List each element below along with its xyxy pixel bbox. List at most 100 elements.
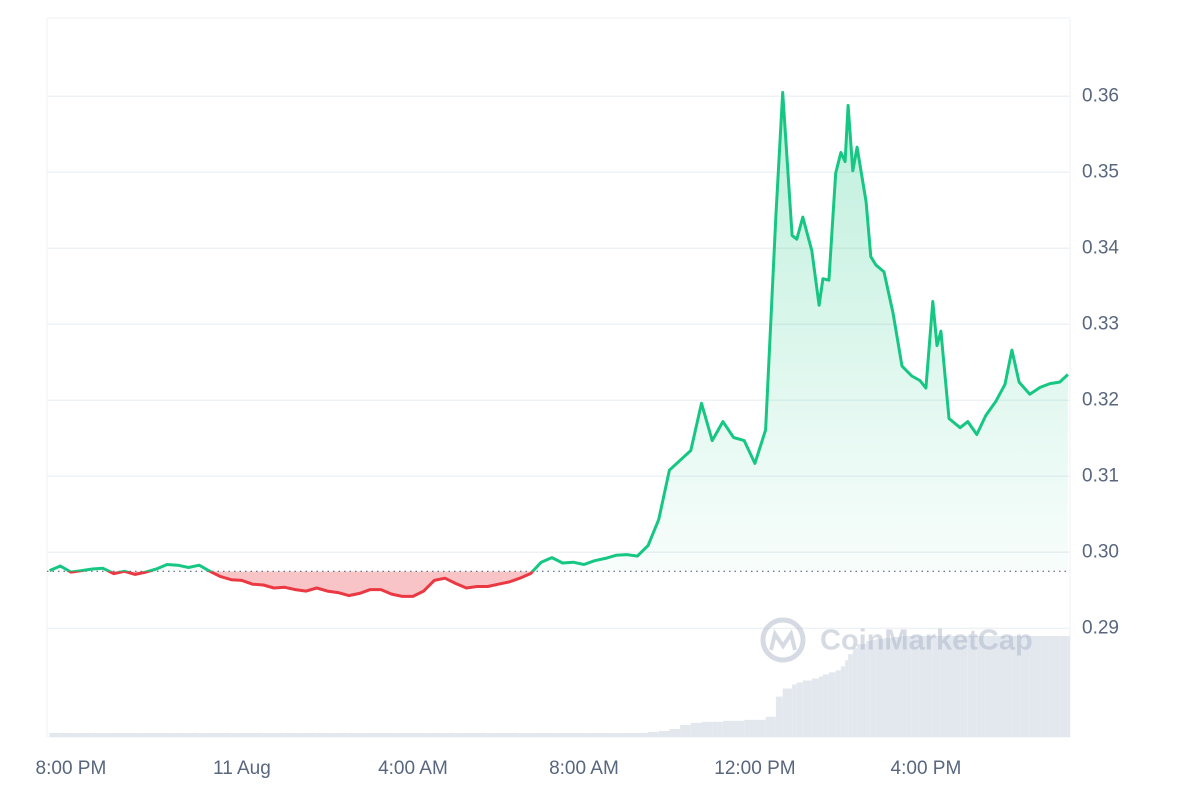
volume-bar xyxy=(412,732,424,737)
volume-bar xyxy=(782,688,793,737)
y-tick-label: 0.34 xyxy=(1082,237,1119,258)
watermark-logo xyxy=(769,629,797,651)
volume-bar xyxy=(49,732,61,737)
volume-bar xyxy=(811,678,820,737)
volume-bar xyxy=(866,641,871,737)
volume-bar xyxy=(188,732,200,737)
y-tick-label: 0.32 xyxy=(1082,389,1119,410)
volume-bar xyxy=(284,732,296,737)
volume-bar xyxy=(940,636,950,737)
volume-bar xyxy=(712,721,723,737)
volume-bar xyxy=(573,732,584,737)
x-tick-label: 4:00 PM xyxy=(891,758,962,779)
volume-bar xyxy=(81,732,93,737)
y-tick-label: 0.36 xyxy=(1082,85,1119,106)
volume-bar xyxy=(744,719,755,737)
volume-bar xyxy=(615,732,627,737)
volume-bar xyxy=(802,680,812,737)
volume-bar xyxy=(145,732,157,737)
price-area xyxy=(49,92,1068,597)
volume-bar xyxy=(792,684,797,737)
volume-bar xyxy=(231,732,242,737)
volume-bar xyxy=(976,636,986,737)
volume-bar xyxy=(828,672,836,737)
volume-bar xyxy=(498,732,510,737)
volume-bar xyxy=(1029,636,1041,737)
volume-bar xyxy=(1019,636,1030,737)
volume-bar xyxy=(316,732,328,737)
volume-bar xyxy=(765,716,776,737)
volume-bar xyxy=(423,732,435,737)
volume-bar xyxy=(1067,636,1070,737)
volume-bar xyxy=(848,654,853,737)
volume-bar xyxy=(477,732,488,737)
volume-bar xyxy=(241,732,253,737)
volume-bar xyxy=(845,660,849,737)
volume-bar xyxy=(199,732,210,737)
volume-bar xyxy=(455,732,467,737)
volume-bar xyxy=(796,682,803,737)
volume-bar xyxy=(156,732,168,737)
volume-bar xyxy=(509,732,520,737)
volume-bar xyxy=(937,636,941,737)
volume-bar xyxy=(840,666,846,737)
volume-bar xyxy=(754,719,766,737)
volume-bar xyxy=(402,732,413,737)
volume-bar xyxy=(519,732,531,737)
x-tick-label: 8:00 PM xyxy=(36,758,107,779)
y-tick-label: 0.33 xyxy=(1082,313,1119,334)
volume-bar xyxy=(348,732,360,737)
volume-bar xyxy=(870,640,876,737)
volume-bar xyxy=(359,732,371,737)
volume-bar xyxy=(605,732,616,737)
volume-bar xyxy=(370,732,381,737)
volume-bar xyxy=(124,732,136,737)
volume-bar xyxy=(733,720,745,737)
volume-bar xyxy=(925,636,933,737)
volume-bar xyxy=(434,732,445,737)
volume-bar xyxy=(1059,636,1068,737)
volume-bar xyxy=(209,732,221,737)
volume-bar xyxy=(919,636,926,737)
watermark: CoinMarketCap xyxy=(760,617,1033,663)
volume-bar xyxy=(1005,636,1012,737)
volume-bar xyxy=(70,732,82,737)
volume-bar xyxy=(594,732,606,737)
volume-bar xyxy=(775,696,783,737)
price-line xyxy=(49,91,1069,598)
volume-bar xyxy=(135,732,146,737)
volume-bar xyxy=(391,732,403,737)
volume-bar xyxy=(911,636,920,737)
volume-bar xyxy=(167,732,178,737)
volume-bar xyxy=(996,636,1006,737)
volume-bar xyxy=(901,636,912,737)
volume-bar xyxy=(541,732,552,737)
watermark-logo xyxy=(760,617,806,663)
volume-bar xyxy=(949,636,961,737)
volume-bar xyxy=(530,732,542,737)
x-tick-label: 11 Aug xyxy=(213,758,271,779)
volume-bar xyxy=(967,636,977,737)
volume-bar xyxy=(177,732,189,737)
volume-bar xyxy=(932,636,938,737)
volume-bar xyxy=(701,721,713,737)
y-tick-label: 0.31 xyxy=(1082,465,1119,486)
volume-bar xyxy=(1040,636,1050,737)
volume-bar xyxy=(1011,636,1020,737)
y-tick-label: 0.29 xyxy=(1082,617,1119,638)
volume-bar xyxy=(103,732,114,737)
x-tick-label: 12:00 PM xyxy=(714,758,795,779)
volume-bar xyxy=(466,732,478,737)
volume-bar xyxy=(626,732,638,737)
volume-bar xyxy=(822,674,829,737)
volume-bar xyxy=(819,676,823,737)
volume-bar xyxy=(327,732,339,737)
volume-bar xyxy=(1049,636,1060,737)
volume-bar xyxy=(669,728,681,737)
y-tick-label: 0.35 xyxy=(1082,161,1119,182)
volume-bar xyxy=(263,732,275,737)
volume-bar xyxy=(295,732,307,737)
volume-bar xyxy=(60,732,71,737)
volume-bar xyxy=(648,731,659,737)
